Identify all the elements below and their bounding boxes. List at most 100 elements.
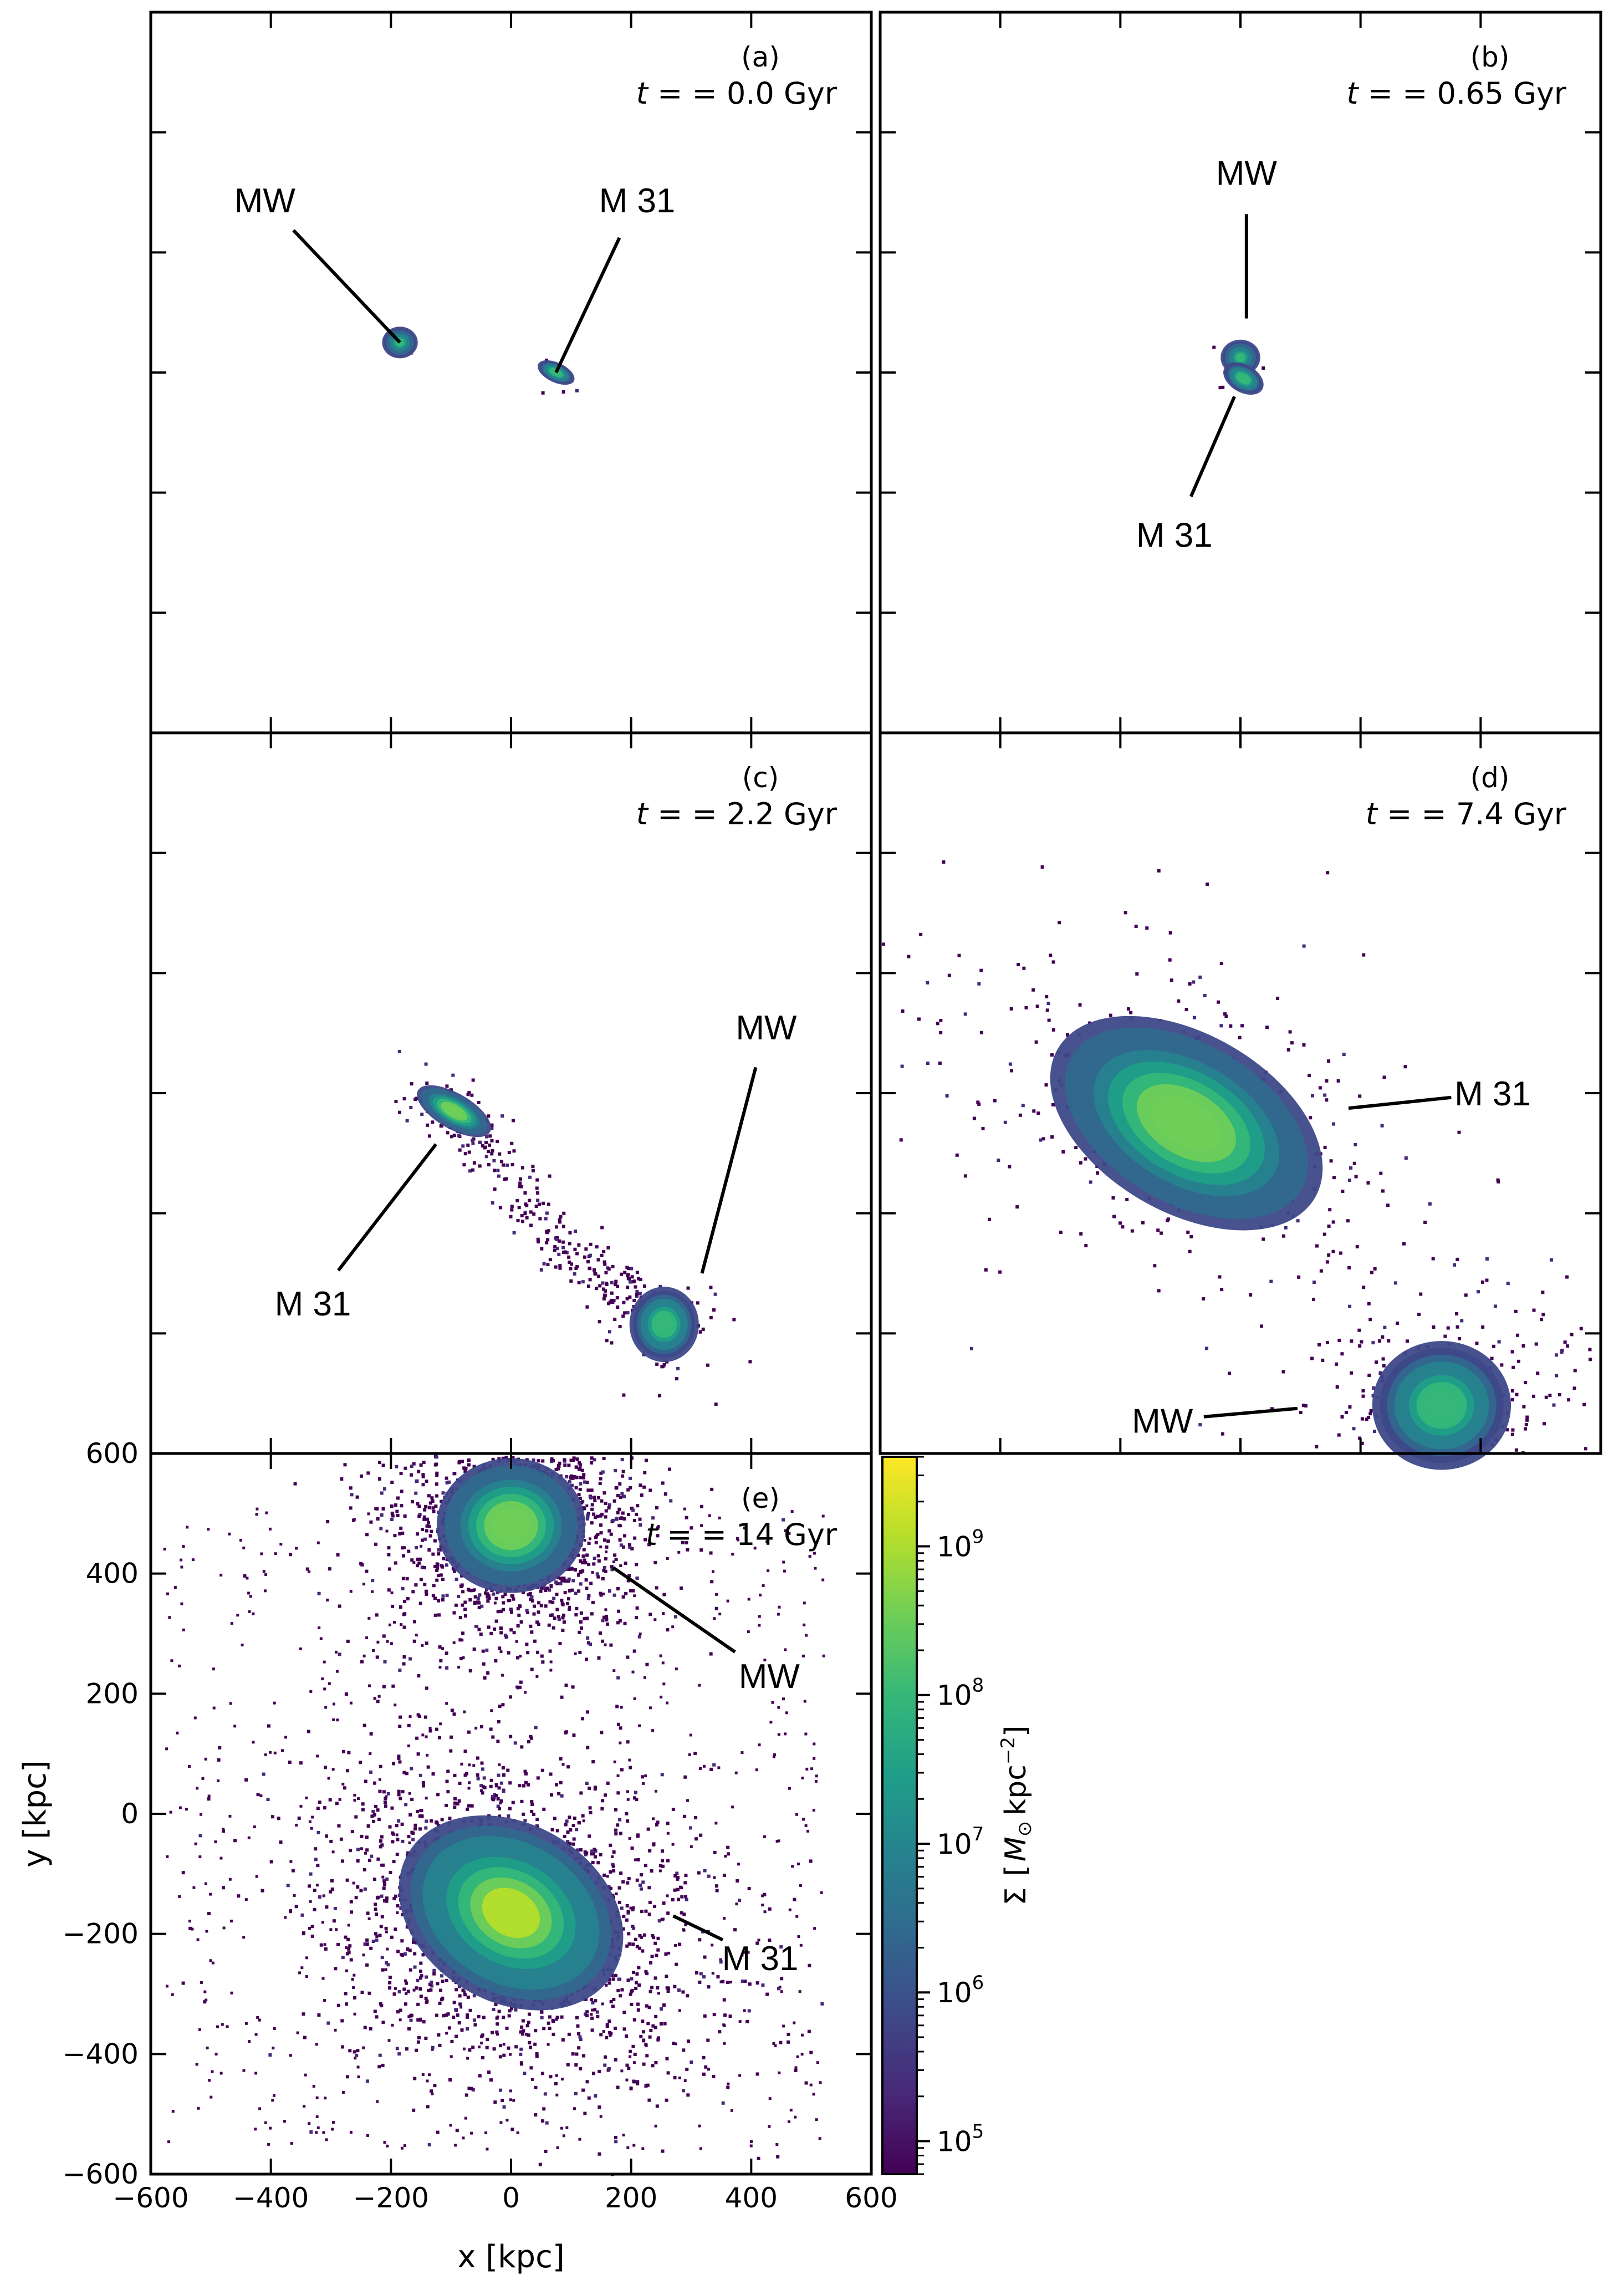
star-particle [574,1613,578,1616]
stream-particle [504,1177,508,1181]
star-particle [591,2001,595,2004]
halo-particle [236,1614,239,1617]
star-particle [291,1869,295,1873]
star-particle [472,1588,476,1592]
halo-particle [633,1697,636,1700]
stream-particle [491,1201,494,1205]
halo-particle [258,2018,261,2022]
star-particle [445,1666,449,1670]
stream-particle [520,1214,524,1218]
star-particle [525,1643,529,1646]
stream-particle [638,1292,642,1295]
halo-particle [486,2148,489,2151]
star-particle [390,1935,394,1939]
star-particle [427,1988,431,1992]
star-particle [637,1966,641,1970]
stream-particle [500,1160,504,1164]
star-particle [981,1126,985,1130]
stream-particle [492,1159,496,1162]
stream-particle [604,1289,607,1293]
star-particle [1443,1334,1447,1338]
star-particle [642,2039,646,2043]
star-particle [1496,1178,1500,1182]
stream-particle [626,1276,630,1280]
star-particle [617,1886,621,1890]
star-particle [528,1592,532,1596]
halo-particle [322,2131,325,2134]
star-particle [371,1579,375,1583]
star-particle [548,1649,552,1653]
star-particle [496,2022,499,2026]
star-particle [699,1833,703,1837]
star-particle [356,1885,360,1889]
star-particle [518,1784,522,1788]
star-particle [1344,1410,1348,1414]
halo-particle [345,1969,348,1972]
star-particle [427,1494,431,1498]
star-particle [439,1573,443,1577]
halo-particle [249,1595,252,1598]
star-particle [441,1594,445,1598]
halo-particle [782,2024,785,2028]
star-particle [343,1786,346,1790]
density-contour [1235,353,1246,363]
halo-particle [758,1615,761,1618]
star-particle [763,1893,767,1896]
star-particle [551,2018,555,2022]
star-particle [408,1949,412,1952]
star-particle [480,1761,484,1765]
star-particle [398,1532,402,1536]
star-particle [566,1765,570,1769]
star-particle [804,2081,808,2085]
star-particle [1259,1324,1263,1328]
star-particle [402,1554,406,1558]
stream-particle [488,1143,492,1147]
star-particle [1168,931,1172,935]
star-particle [510,1162,514,1166]
star-particle [498,1646,502,1650]
star-particle [499,1631,503,1635]
halo-particle [738,2020,742,2023]
star-particle [1475,1342,1479,1345]
star-particle [955,1153,959,1157]
star-particle [463,1608,467,1611]
halo-particle [578,2138,581,2141]
halo-particle [233,1725,237,1728]
star-particle [413,1823,417,1827]
star-particle [450,1708,454,1712]
halo-particle [386,2144,389,2148]
star-particle [486,1595,489,1599]
star-particle [529,2046,533,2049]
star-particle [527,1593,530,1596]
halo-particle [194,1842,197,1845]
halo-particle [620,1706,623,1709]
star-particle [466,1807,469,1811]
star-particle [401,1577,405,1580]
stream-particle [600,1226,604,1230]
star-particle [313,1889,316,1893]
star-particle [588,1786,591,1790]
star-particle [1145,926,1149,930]
star-particle [654,2014,658,2018]
stream-particle [521,1220,525,1223]
star-particle [624,1592,628,1595]
star-particle [601,1619,605,1623]
star-particle [392,1992,396,1996]
stream-particle [604,1294,607,1298]
halo-particle [204,1882,207,1885]
star-particle [610,1341,614,1345]
star-particle [369,1770,373,1774]
star-particle [607,1529,611,1533]
halo-particle [198,1855,202,1859]
star-particle [533,1604,537,1608]
star-particle [417,1561,421,1565]
star-particle [471,2088,475,2092]
star-particle [1453,1263,1457,1267]
star-particle [413,2077,417,2080]
star-particle [593,1848,596,1851]
star-particle [1455,1312,1459,1316]
star-particle [600,1499,604,1503]
star-particle [1457,1337,1461,1340]
star-particle [526,1651,530,1655]
star-particle [266,1798,270,1802]
